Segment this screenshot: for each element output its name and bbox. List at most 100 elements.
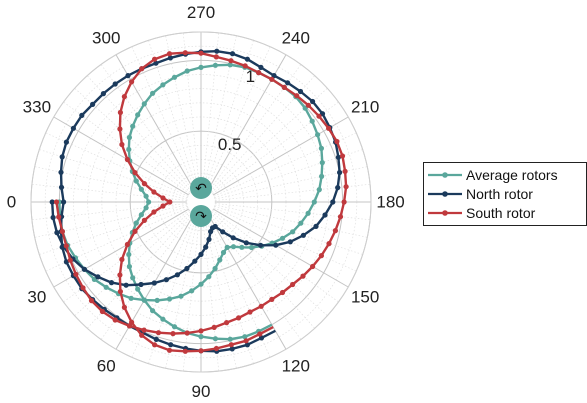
legend-swatch-south-rotor	[428, 209, 462, 216]
grid-spoke	[182, 216, 200, 372]
series-point-north-rotor	[230, 235, 236, 241]
south-rotor-symbol: ↷	[190, 205, 212, 227]
series-point-south-rotor	[119, 141, 125, 148]
series-point-average-rotors	[171, 324, 178, 330]
grid-outer-circle	[30, 31, 372, 373]
angle-tick-label: 330	[23, 98, 51, 117]
series-point-north-rotor	[50, 214, 56, 221]
series-point-south-rotor	[326, 241, 332, 247]
series-point-south-rotor	[341, 199, 347, 205]
series-point-south-rotor	[59, 228, 65, 235]
series-point-north-rotor	[198, 251, 204, 257]
series-point-north-rotor	[310, 98, 316, 105]
series-point-south-rotor	[141, 181, 147, 187]
angle-tick-label: 270	[187, 3, 215, 22]
series-point-average-rotors	[178, 293, 184, 299]
series-point-south-rotor	[339, 153, 346, 159]
grid-spoke	[211, 211, 328, 317]
series-point-north-rotor	[58, 169, 64, 175]
series-point-south-rotor	[342, 168, 348, 174]
series-point-north-rotor	[54, 230, 60, 236]
series-point-average-rotors	[298, 220, 304, 226]
series-point-north-rotor	[123, 282, 129, 288]
series-point-average-rotors	[141, 297, 147, 303]
series-point-average-rotors	[290, 229, 296, 235]
series-point-average-rotors	[184, 68, 190, 74]
series-point-average-rotors	[198, 281, 204, 287]
series-point-average-rotors	[316, 187, 322, 193]
series-point-north-rotor	[63, 139, 69, 145]
series-point-south-rotor	[269, 76, 275, 82]
south-rotor-symbol-disc	[190, 205, 212, 227]
series-point-average-rotors	[212, 62, 218, 68]
series-point-south-rotor	[300, 273, 306, 279]
series-point-south-rotor	[198, 348, 204, 354]
legend-marker-average-rotors	[442, 171, 448, 178]
series-point-average-rotors	[126, 134, 132, 141]
series-point-north-rotor	[273, 242, 279, 248]
series-point-north-rotor	[335, 154, 341, 160]
series-point-average-rotors	[133, 220, 139, 226]
series-point-south-rotor	[99, 308, 105, 315]
grid-spoke	[214, 204, 368, 238]
series-lines	[49, 48, 349, 354]
series-point-average-rotors	[220, 249, 227, 256]
series-point-south-rotor	[334, 138, 340, 145]
series-point-south-rotor	[279, 289, 286, 296]
series-point-north-rotor	[297, 88, 304, 95]
legend-marker-south-rotor	[442, 209, 448, 216]
series-point-average-rotors	[305, 210, 311, 216]
grid-spoke	[213, 116, 349, 196]
radius-tick-label: 0.5	[218, 135, 242, 154]
series-point-north-rotor	[59, 154, 65, 160]
series-point-south-rotor	[124, 241, 130, 248]
series-point-north-rotor	[100, 91, 106, 97]
series-point-north-rotor	[244, 342, 250, 348]
series-point-south-rotor	[160, 203, 166, 209]
series-point-south-rotor	[53, 199, 60, 205]
series-point-north-rotor	[59, 244, 65, 250]
series-point-north-rotor	[258, 64, 264, 70]
grid-spoke	[53, 116, 189, 196]
series-point-south-rotor	[269, 296, 275, 302]
north-rotor-symbol-glyph: ↶	[195, 181, 207, 197]
series-point-south-rotor	[167, 199, 173, 205]
series-point-south-rotor	[121, 94, 127, 100]
series-point-average-rotors	[130, 123, 136, 129]
series-point-south-rotor	[80, 285, 86, 291]
series-point-average-rotors	[217, 257, 223, 263]
series-point-south-rotor	[129, 79, 135, 85]
grid-spoke	[165, 35, 199, 189]
series-point-north-rotor	[168, 342, 174, 348]
angle-tick-label: 180	[376, 193, 404, 212]
series-point-south-rotor	[56, 214, 62, 220]
angle-tick-label: 210	[351, 98, 379, 117]
legend-swatch-average-rotors	[428, 171, 462, 178]
series-point-north-rotor	[300, 232, 306, 238]
series-point-average-rotors	[133, 178, 139, 184]
series-point-south-rotor	[141, 327, 147, 333]
series-point-south-rotor	[182, 50, 188, 56]
series-point-north-rotor	[167, 55, 173, 61]
series-point-average-rotors	[160, 82, 166, 88]
series-point-south-rotor	[343, 184, 349, 190]
series-point-south-rotor	[213, 345, 219, 352]
series-point-south-rotor	[88, 298, 95, 304]
angle-tick-label: 240	[282, 28, 310, 47]
series-point-north-rotor	[337, 169, 343, 176]
series-point-south-rotor	[119, 256, 125, 263]
angle-tick-label: 60	[97, 357, 116, 376]
series-point-north-rotor	[153, 60, 159, 66]
series-point-north-rotor	[49, 199, 55, 205]
series-point-average-rotors	[319, 173, 325, 179]
angle-tick-label: 30	[27, 287, 46, 306]
grid-spoke	[182, 32, 200, 188]
series-point-north-rotor	[322, 212, 328, 218]
legend-swatch-north-rotor	[428, 190, 462, 197]
series-point-average-rotors	[126, 146, 132, 153]
series-point-average-rotors	[126, 251, 132, 258]
series-point-south-rotor	[305, 102, 311, 108]
series-point-south-rotor	[318, 253, 324, 259]
series-point-north-rotor	[184, 265, 190, 272]
series-point-north-rotor	[335, 185, 341, 191]
